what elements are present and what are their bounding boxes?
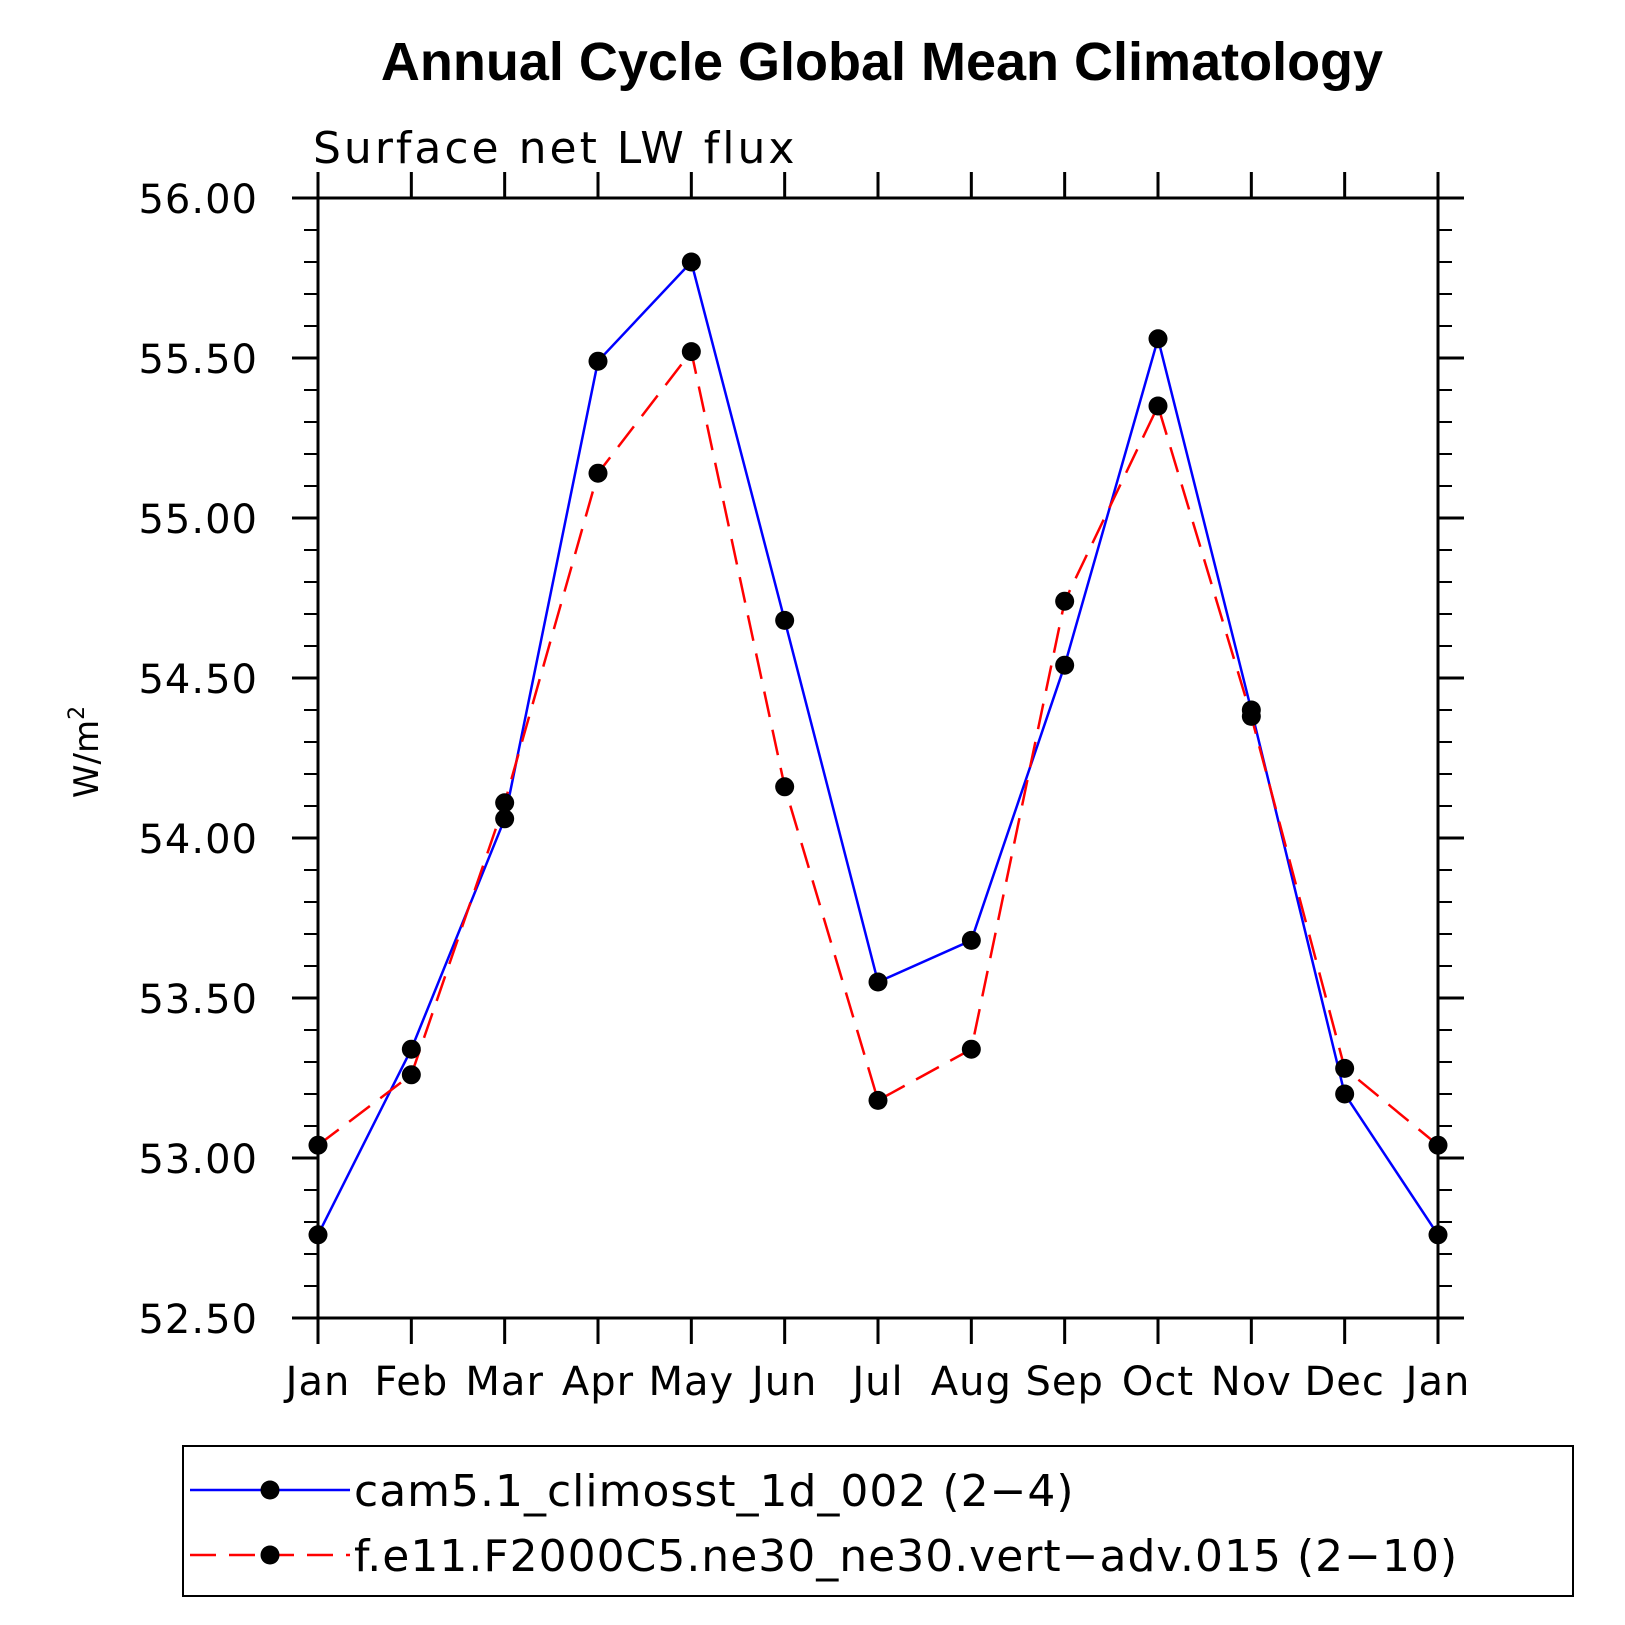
data-point-2 <box>401 1065 421 1085</box>
legend: cam5.1_climosst_1d_002 (2−4) f.e11.F2000C… <box>190 1466 1458 1582</box>
chart-subtitle: Surface net LW flux <box>313 123 797 174</box>
data-point-1 <box>1055 655 1075 675</box>
x-axis-tick-labels: Jan Feb Mar Apr May Jun Jul Aug Sep Oct Nov Dec Jan <box>283 1359 1471 1405</box>
data-point-1 <box>308 1225 328 1245</box>
data-point-2 <box>1241 706 1261 726</box>
data-point-2 <box>308 1135 328 1155</box>
data-point-1 <box>961 930 981 950</box>
y-axis-label: W/m2 <box>65 706 107 798</box>
legend-marker-1 <box>260 1480 280 1500</box>
y-tick-label: 55.50 <box>138 337 258 383</box>
y-axis-tick-labels: 52.50 53.00 53.50 54.00 54.50 55.00 55.50 56.00 <box>138 177 258 1343</box>
legend-marker-2 <box>260 1545 280 1565</box>
x-tick-label: Jul <box>849 1359 903 1405</box>
axis-ticks <box>292 172 1464 1344</box>
data-point-2 <box>868 1090 888 1110</box>
data-point-1 <box>681 252 701 272</box>
y-tick-label: 53.50 <box>138 977 258 1023</box>
x-tick-label: Jan <box>283 1359 351 1405</box>
data-point-1 <box>868 972 888 992</box>
data-point-2 <box>1055 591 1075 611</box>
y-tick-label: 52.50 <box>138 1297 258 1343</box>
chart-title: Annual Cycle Global Mean Climatology <box>381 32 1383 92</box>
x-tick-label: Feb <box>374 1359 448 1405</box>
data-point-1 <box>1148 329 1168 349</box>
data-point-1 <box>1428 1225 1448 1245</box>
legend-label-1: cam5.1_climosst_1d_002 (2−4) <box>354 1466 1075 1517</box>
data-point-1 <box>775 610 795 630</box>
x-tick-label: Aug <box>931 1359 1012 1405</box>
y-tick-label: 54.00 <box>138 817 258 863</box>
data-point-1 <box>588 351 608 371</box>
data-point-2 <box>775 777 795 797</box>
data-point-2 <box>588 463 608 483</box>
data-point-2 <box>961 1039 981 1059</box>
x-tick-label: Jun <box>749 1359 818 1405</box>
data-point-1 <box>1335 1084 1355 1104</box>
x-tick-label: May <box>648 1359 734 1405</box>
y-tick-label: 53.00 <box>138 1137 258 1183</box>
x-tick-label: Sep <box>1025 1359 1103 1405</box>
series-line-1 <box>316 259 1440 1236</box>
series-markers <box>308 252 1448 1245</box>
data-point-2 <box>681 342 701 362</box>
y-tick-label: 55.00 <box>138 497 258 543</box>
y-axis-label-superscript: 2 <box>65 706 90 720</box>
y-tick-label: 56.00 <box>138 177 258 223</box>
series-line-2 <box>317 348 1439 1147</box>
x-tick-label: Mar <box>465 1359 543 1405</box>
series-lines <box>316 259 1440 1236</box>
data-point-1 <box>495 809 515 829</box>
data-point-2 <box>1148 396 1168 416</box>
x-tick-label: Apr <box>562 1359 634 1405</box>
y-axis-label-base: W/m <box>67 720 107 798</box>
x-tick-label: Jan <box>1403 1359 1471 1405</box>
data-point-1 <box>401 1039 421 1059</box>
x-tick-label: Oct <box>1122 1359 1194 1405</box>
x-tick-label: Nov <box>1211 1359 1292 1405</box>
legend-label-2: f.e11.F2000C5.ne30_ne30.vert−adv.015 (2−… <box>354 1531 1458 1582</box>
data-point-2 <box>1335 1058 1355 1078</box>
x-tick-label: Dec <box>1304 1359 1384 1405</box>
y-tick-label: 54.50 <box>138 657 258 703</box>
data-point-2 <box>495 793 515 813</box>
data-point-2 <box>1428 1135 1448 1155</box>
plot-frame <box>316 196 1440 1320</box>
legend-box <box>182 1445 1574 1597</box>
